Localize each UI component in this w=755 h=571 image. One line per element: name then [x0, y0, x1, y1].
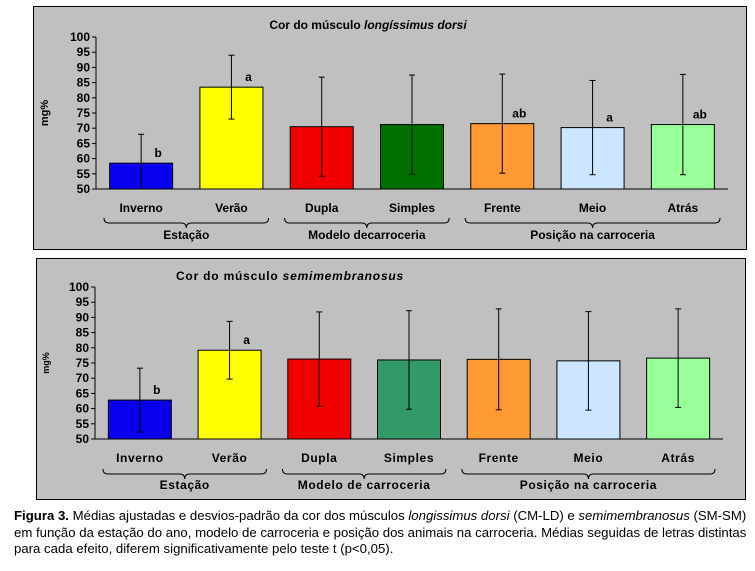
y-tick-label: 80 — [77, 91, 91, 105]
chart-title: Cor do músculo longíssimus dorsi — [269, 18, 467, 32]
y-tick-label: 75 — [76, 356, 90, 370]
y-tick-label: 70 — [76, 371, 90, 385]
figure-caption: Figura 3. Médias ajustadas e desvios-pad… — [14, 508, 750, 558]
y-tick-label: 65 — [77, 136, 91, 150]
y-tick-label: 95 — [76, 295, 90, 309]
chart-panel-semimembranosus: Cor do músculo semimembranosus 50 55 60 65 70… — [36, 258, 746, 500]
y-tick-label: 90 — [76, 310, 90, 324]
y-tick-label: 100 — [70, 30, 90, 44]
group-label: Estação — [160, 478, 210, 492]
category-label: Meio — [574, 451, 604, 465]
y-tick-label: 60 — [77, 152, 91, 166]
category-label: Frente — [484, 201, 521, 215]
chart-panel-longissimus: Cor do músculo longíssimus dorsi 50 55 60 65… — [33, 6, 747, 250]
y-tick-label: 90 — [77, 60, 91, 74]
category-label: Frente — [479, 451, 519, 465]
y-tick-label: 80 — [76, 341, 90, 355]
y-tick-label: 95 — [77, 45, 91, 59]
group-brace — [461, 468, 716, 480]
group-label: Posição na carroceria — [520, 478, 657, 492]
group-label: Modelo decarroceria — [308, 228, 426, 242]
y-tick-label: 55 — [77, 167, 91, 181]
category-label: Atrás — [668, 201, 699, 215]
caption-italic-1: longissimus dorsi — [408, 508, 510, 523]
group-label: Estação — [163, 228, 209, 242]
y-tick-label: 70 — [77, 121, 91, 135]
category-label: Simples — [389, 201, 435, 215]
y-tick-label: 50 — [76, 432, 90, 446]
group-brace — [281, 468, 447, 480]
significance-letter: ab — [693, 108, 707, 122]
group-brace — [464, 217, 721, 229]
significance-letter: b — [154, 146, 161, 160]
category-label: Verão — [212, 451, 248, 465]
category-label: Dupla — [301, 451, 337, 465]
group-brace — [284, 217, 450, 229]
category-label: Inverno — [116, 451, 164, 465]
group-brace — [102, 468, 267, 480]
category-label: Inverno — [119, 201, 162, 215]
chart-title-italic: longíssimus dorsi — [364, 18, 467, 32]
category-label: Atrás — [661, 451, 695, 465]
caption-italic-2: semimembranosus — [578, 508, 690, 523]
chart-title-plain: Cor do músculo — [176, 269, 283, 283]
y-tick-label: 55 — [76, 417, 90, 431]
y-tick-label: 75 — [77, 106, 91, 120]
category-label: Verão — [215, 201, 248, 215]
y-axis-label: mg% — [39, 100, 51, 127]
chart-title-italic: semimembranosus — [283, 269, 404, 283]
group-label: Modelo de carroceria — [298, 478, 431, 492]
significance-letter: a — [245, 70, 252, 84]
caption-text-3: (SM-SM) em função da estação do ano, mod… — [14, 508, 747, 556]
chart-title-plain: Cor do músculo — [269, 18, 364, 32]
y-tick-label: 85 — [76, 326, 90, 340]
caption-text-2: (CM-LD) e — [509, 508, 579, 523]
category-label: Simples — [384, 451, 434, 465]
y-tick-label: 100 — [69, 280, 89, 294]
category-label: Meio — [579, 201, 606, 215]
significance-letter: b — [153, 383, 160, 397]
significance-letter: ab — [512, 107, 526, 121]
caption-text-1: Médias ajustadas e desvios-padrão da cor… — [68, 508, 409, 523]
y-tick-label: 50 — [77, 182, 91, 196]
caption-label: Figura 3. — [14, 508, 69, 523]
group-label: Posição na carroceria — [530, 228, 655, 242]
y-tick-label: 65 — [76, 386, 90, 400]
significance-letter: a — [606, 111, 613, 125]
group-brace — [103, 217, 270, 229]
y-tick-label: 60 — [76, 402, 90, 416]
significance-letter: a — [243, 333, 250, 347]
y-tick-label: 85 — [77, 76, 91, 90]
category-label: Dupla — [305, 201, 339, 215]
y-axis-label: mg% — [41, 352, 51, 374]
chart-title: Cor do músculo semimembranosus — [176, 269, 404, 283]
